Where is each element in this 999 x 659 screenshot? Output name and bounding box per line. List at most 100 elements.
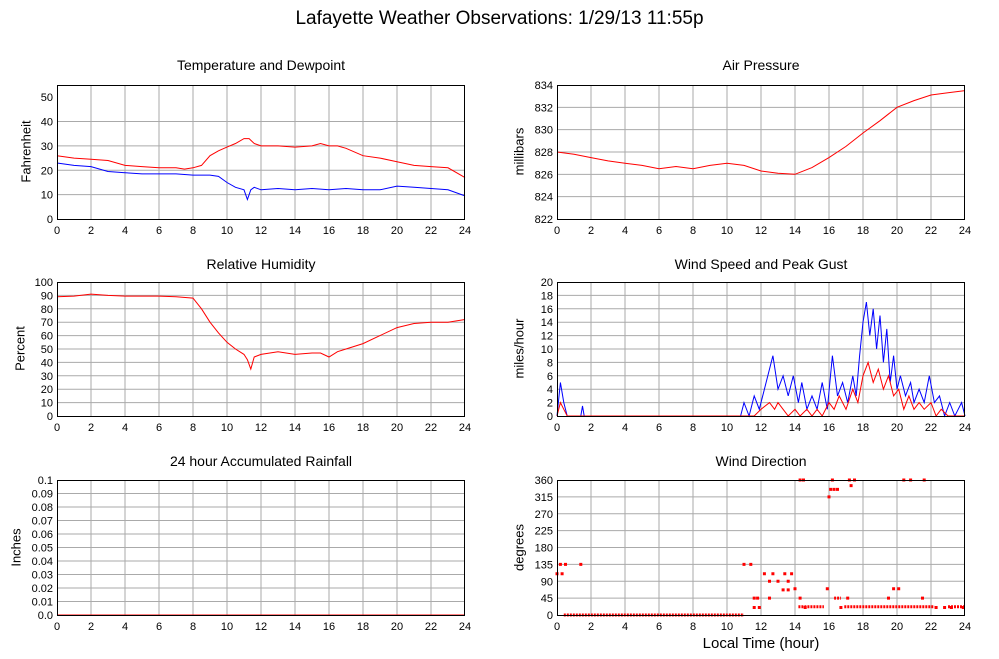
direction-point	[921, 596, 924, 600]
y-tick-label: 0.06	[32, 529, 53, 541]
x-tick-label: 16	[323, 621, 335, 633]
series-line-0	[56, 293, 466, 371]
chart-title: Air Pressure	[722, 57, 800, 73]
x-tick-label: 24	[459, 422, 471, 434]
x-tick-label: 22	[425, 422, 437, 434]
y-tick-label: 12	[541, 331, 553, 343]
direction-point	[752, 606, 756, 609]
y-tick-label: 8	[547, 357, 553, 369]
x-tick-label: 22	[425, 225, 437, 237]
x-tick-label: 24	[459, 225, 471, 237]
y-tick-label: 0.0	[38, 610, 53, 622]
direction-point	[849, 484, 853, 488]
direction-point	[749, 562, 753, 566]
x-tick-label: 6	[656, 225, 662, 237]
x-tick-label: 10	[221, 225, 233, 237]
y-tick-label: 50	[41, 92, 53, 104]
y-axis-label: millibars	[511, 127, 527, 176]
x-tick-label: 12	[755, 225, 767, 237]
x-tick-label: 10	[721, 225, 733, 237]
y-tick-label: 4	[547, 384, 553, 396]
y-axis-label: Inches	[8, 527, 24, 567]
y-tick-label: 14	[541, 317, 553, 329]
y-tick-label: 270	[535, 509, 553, 521]
x-tick-label: 8	[190, 422, 196, 434]
x-tick-label: 14	[789, 621, 801, 633]
y-tick-label: 828	[535, 147, 553, 159]
x-tick-label: 6	[656, 422, 662, 434]
temperature-chart: 0 2 4 6 8 10 12 14 16 18 20 22 24 0 10 20 30 40 50	[7, 77, 477, 241]
x-tick-label: 12	[255, 422, 267, 434]
y-tick-label: 0.07	[32, 516, 53, 528]
x-tick-label: 2	[588, 225, 594, 237]
x-tick-label: 16	[823, 225, 835, 237]
x-tick-label: 22	[925, 225, 937, 237]
x-tick-label: 16	[323, 422, 335, 434]
x-tick-label: 18	[857, 225, 869, 237]
y-tick-label: 0.08	[32, 502, 53, 514]
x-tick-label: 20	[391, 422, 403, 434]
y-tick-label: 0	[547, 411, 553, 423]
y-tick-label: 90	[541, 576, 553, 588]
y-tick-label: 20	[541, 277, 553, 289]
direction-point	[793, 587, 797, 591]
x-tick-label: 22	[925, 422, 937, 434]
direction-point	[839, 606, 843, 609]
direction-point	[564, 562, 567, 566]
direction-point	[771, 572, 775, 576]
x-tick-label: 24	[959, 621, 971, 633]
x-tick-label: 18	[357, 422, 369, 434]
x-tick-label: 20	[891, 225, 903, 237]
direction-point	[752, 596, 756, 600]
y-tick-label: 0	[47, 411, 53, 423]
pressure-chart: 0 2 4 6 8 10 12 14 16 18 20 22 24 822 824 826 828 830 832 8…	[507, 77, 977, 241]
direction-point	[768, 579, 771, 583]
x-tick-label: 4	[622, 422, 628, 434]
x-tick-label: 10	[721, 422, 733, 434]
direction-point	[776, 579, 780, 583]
y-tick-label: 0.09	[32, 489, 53, 501]
x-tick-label: 12	[755, 422, 767, 434]
direction-point	[803, 606, 807, 609]
x-tick-label: 6	[156, 225, 162, 237]
x-tick-label: 8	[690, 422, 696, 434]
x-tick-label: 22	[425, 621, 437, 633]
direction-point	[790, 572, 794, 576]
direction-point	[560, 572, 564, 576]
direction-point	[768, 596, 771, 600]
direction-point	[832, 487, 836, 491]
x-tick-label: 18	[857, 422, 869, 434]
y-tick-label: 0.01	[32, 597, 53, 609]
y-tick-label: 20	[41, 384, 53, 396]
chart-title: 24 hour Accumulated Rainfall	[169, 453, 353, 469]
x-tick-label: 18	[357, 225, 369, 237]
x-tick-label: 14	[289, 621, 301, 633]
y-tick-label: 0	[47, 214, 53, 226]
wind-direction-chart: 0 2 4 6 8 10 12 14 16 18 20 22 24 0 45 90 135 180 225 270 31…	[507, 472, 977, 637]
x-tick-label: 2	[588, 621, 594, 633]
y-tick-label: 830	[535, 125, 553, 137]
series-line-0	[556, 90, 966, 175]
x-tick-label: 16	[823, 422, 835, 434]
y-tick-label: 0.04	[32, 556, 53, 568]
y-tick-label: 315	[535, 492, 553, 504]
y-tick-label: 360	[535, 475, 553, 487]
x-tick-label: 2	[88, 621, 94, 633]
direction-point	[934, 606, 938, 609]
direction-point	[579, 562, 583, 566]
series-line-1	[56, 162, 466, 202]
x-tick-label: 6	[156, 621, 162, 633]
direction-point	[781, 588, 785, 592]
x-tick-label: 4	[622, 225, 628, 237]
x-tick-label: 0	[554, 621, 560, 633]
direction-point	[892, 587, 896, 591]
x-tick-label: 14	[789, 225, 801, 237]
wind-speed-chart: 0 2 4 6 8 10 12 14 16 18 20 22 24 0 2 4 6 8 10 12 14 16 18 20	[507, 274, 977, 438]
y-tick-label: 0.05	[32, 543, 53, 555]
y-tick-label: 50	[41, 344, 53, 356]
direction-point	[742, 562, 746, 566]
x-tick-label: 8	[190, 225, 196, 237]
plot-frame	[557, 85, 965, 220]
x-tick-label: 24	[959, 422, 971, 434]
y-axis-label: miles/hour	[511, 318, 527, 379]
